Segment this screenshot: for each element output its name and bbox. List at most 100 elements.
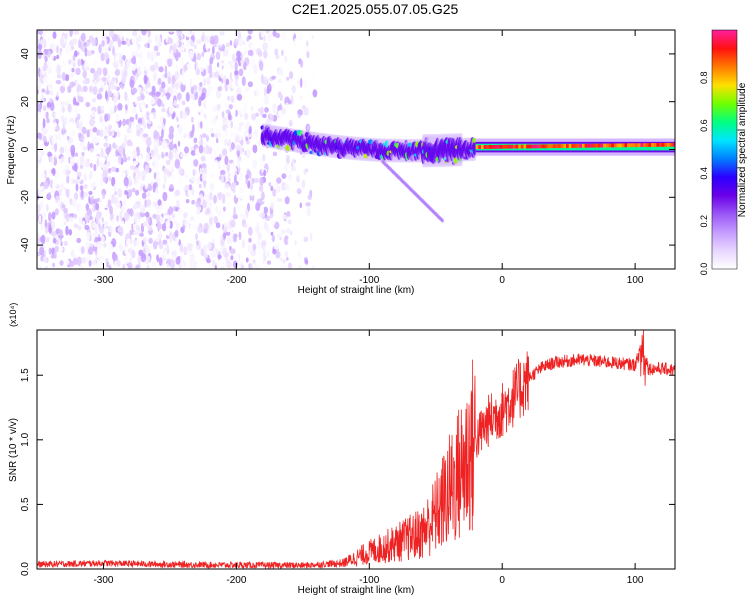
noise-blob [163,249,168,259]
noise-blob [253,64,258,75]
noise-blob [226,163,231,173]
noise-blob [173,99,177,107]
noise-blob [235,133,240,142]
noise-blob [274,32,281,39]
noise-blob [74,50,78,57]
noise-blob [262,154,266,162]
noise-blob [46,134,50,143]
noise-blob [281,107,287,115]
noise-blob [132,231,138,236]
noise-blob [199,66,204,72]
noise-blob [60,51,64,56]
noise-blob [219,31,225,36]
tone-core [661,143,665,147]
noise-blob [288,119,293,127]
noise-blob [127,156,131,161]
noise-blob [61,72,66,81]
noise-blob [157,77,162,86]
y-tick-label: 1.5 [20,368,31,382]
snr-x-label: Height of straight line (km) [298,585,415,596]
noise-blob [267,260,271,265]
noise-blob [215,89,222,99]
noise-blob [41,172,46,179]
noise-blob [54,208,59,216]
noise-blob [281,181,286,191]
noise-blob [117,227,123,233]
spectrogram-y-ticks: -40 -20 0 20 40 [20,48,675,252]
noise-blob [236,87,242,96]
noise-blob [237,77,243,86]
noise-blob [100,220,103,228]
noise-blob [183,64,187,73]
noise-blob [213,104,217,112]
noise-blob [248,237,252,243]
noise-blob [39,246,45,256]
noise-blob [305,202,311,207]
noise-blob [60,221,65,230]
tone-core [480,145,484,149]
noise-blob [92,203,95,213]
noise-blob [284,196,290,205]
noise-blob [140,128,144,139]
x-tick-label: 0 [499,575,505,586]
noise-blob [255,202,261,211]
noise-blob [198,97,202,107]
noise-blob [131,102,134,112]
noise-blob [241,76,246,87]
noise-blob [223,60,229,69]
noise-blob [248,41,253,49]
noise-blob [220,239,225,247]
noise-blob [102,192,105,200]
noise-blob [230,120,233,129]
noise-blob [108,130,113,137]
noise-blob [89,170,93,179]
y-tick-label: -20 [20,190,31,205]
noise-blob [261,191,265,201]
noise-blob [71,67,75,73]
noise-blob [238,68,244,77]
noise-blob [104,227,109,233]
noise-blob [56,45,59,54]
noise-blob [158,179,162,185]
tone-core [659,143,662,147]
noise-blob [281,229,286,235]
noise-blob [105,90,108,100]
noise-blob [226,259,232,269]
noise-blob [247,49,254,56]
noise-blob [148,237,153,244]
noise-blob [162,183,166,190]
noise-blob [220,170,226,175]
noise-blob [241,239,245,249]
noise-blob [195,147,199,155]
noise-blob [131,187,136,193]
noise-blob [134,167,139,174]
noise-blob [226,202,230,210]
noise-blob [132,160,137,167]
noise-blob [65,225,69,236]
noise-blob [168,165,174,172]
noise-blob [190,150,196,156]
noise-blob [220,62,224,67]
noise-blob [247,244,253,253]
noise-blob [100,105,104,111]
noise-blob [147,191,151,198]
noise-blob [242,40,246,46]
noise-blob [255,112,259,117]
noise-blob [196,177,201,184]
noise-blob [65,215,70,223]
noise-blob [118,30,123,38]
noise-blob [224,118,230,127]
noise-blob [71,129,76,137]
noise-blob [230,95,235,103]
noise-blob [108,90,113,96]
noise-blob [82,80,88,85]
noise-blob [51,43,57,48]
noise-blob [61,204,66,209]
noise-blob [270,202,275,210]
noise-blob [312,89,318,98]
noise-blob [92,98,97,103]
noise-blob [148,113,154,120]
noise-blob [68,229,73,236]
noise-blob [71,38,78,46]
